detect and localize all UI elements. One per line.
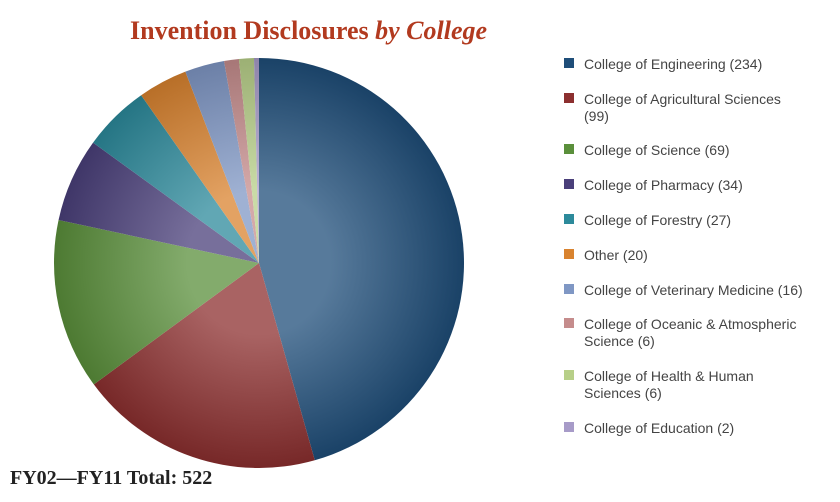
legend: College of Engineering (234) College of A…: [564, 56, 824, 436]
legend-label: College of Engineering (234): [584, 56, 762, 73]
legend-label: College of Science (69): [584, 142, 730, 159]
legend-swatch: [564, 249, 574, 259]
legend-label: College of Education (2): [584, 420, 734, 437]
legend-swatch: [564, 370, 574, 380]
legend-swatch: [564, 144, 574, 154]
chart-title-prefix: Invention Disclosures: [130, 16, 375, 45]
chart-container: Invention Disclosures by College College…: [0, 0, 840, 502]
legend-label: College of Veterinary Medicine (16): [584, 282, 803, 299]
legend-item: College of Veterinary Medicine (16): [564, 282, 824, 299]
legend-swatch: [564, 422, 574, 432]
legend-item: College of Agricultural Sciences (99): [564, 91, 824, 125]
footer-total: FY02—FY11 Total: 522: [10, 467, 212, 490]
legend-item: College of Forestry (27): [564, 212, 824, 229]
legend-item: College of Engineering (234): [564, 56, 824, 73]
legend-swatch: [564, 93, 574, 103]
legend-label: College of Oceanic & Atmospheric Science…: [584, 316, 804, 350]
legend-label: College of Forestry (27): [584, 212, 731, 229]
legend-item: College of Science (69): [564, 142, 824, 159]
legend-label: Other (20): [584, 247, 648, 264]
pie-svg: [54, 58, 464, 468]
legend-label: College of Health & Human Sciences (6): [584, 368, 804, 402]
legend-swatch: [564, 214, 574, 224]
legend-item: College of Education (2): [564, 420, 824, 437]
pie-chart: [54, 58, 464, 468]
legend-item: Other (20): [564, 247, 824, 264]
chart-title: Invention Disclosures by College: [130, 16, 487, 46]
legend-swatch: [564, 318, 574, 328]
legend-swatch: [564, 179, 574, 189]
legend-label: College of Agricultural Sciences (99): [584, 91, 804, 125]
legend-item: College of Oceanic & Atmospheric Science…: [564, 316, 824, 350]
legend-swatch: [564, 284, 574, 294]
chart-title-emphasis: by College: [375, 16, 487, 45]
legend-label: College of Pharmacy (34): [584, 177, 743, 194]
legend-item: College of Health & Human Sciences (6): [564, 368, 824, 402]
legend-swatch: [564, 58, 574, 68]
legend-item: College of Pharmacy (34): [564, 177, 824, 194]
